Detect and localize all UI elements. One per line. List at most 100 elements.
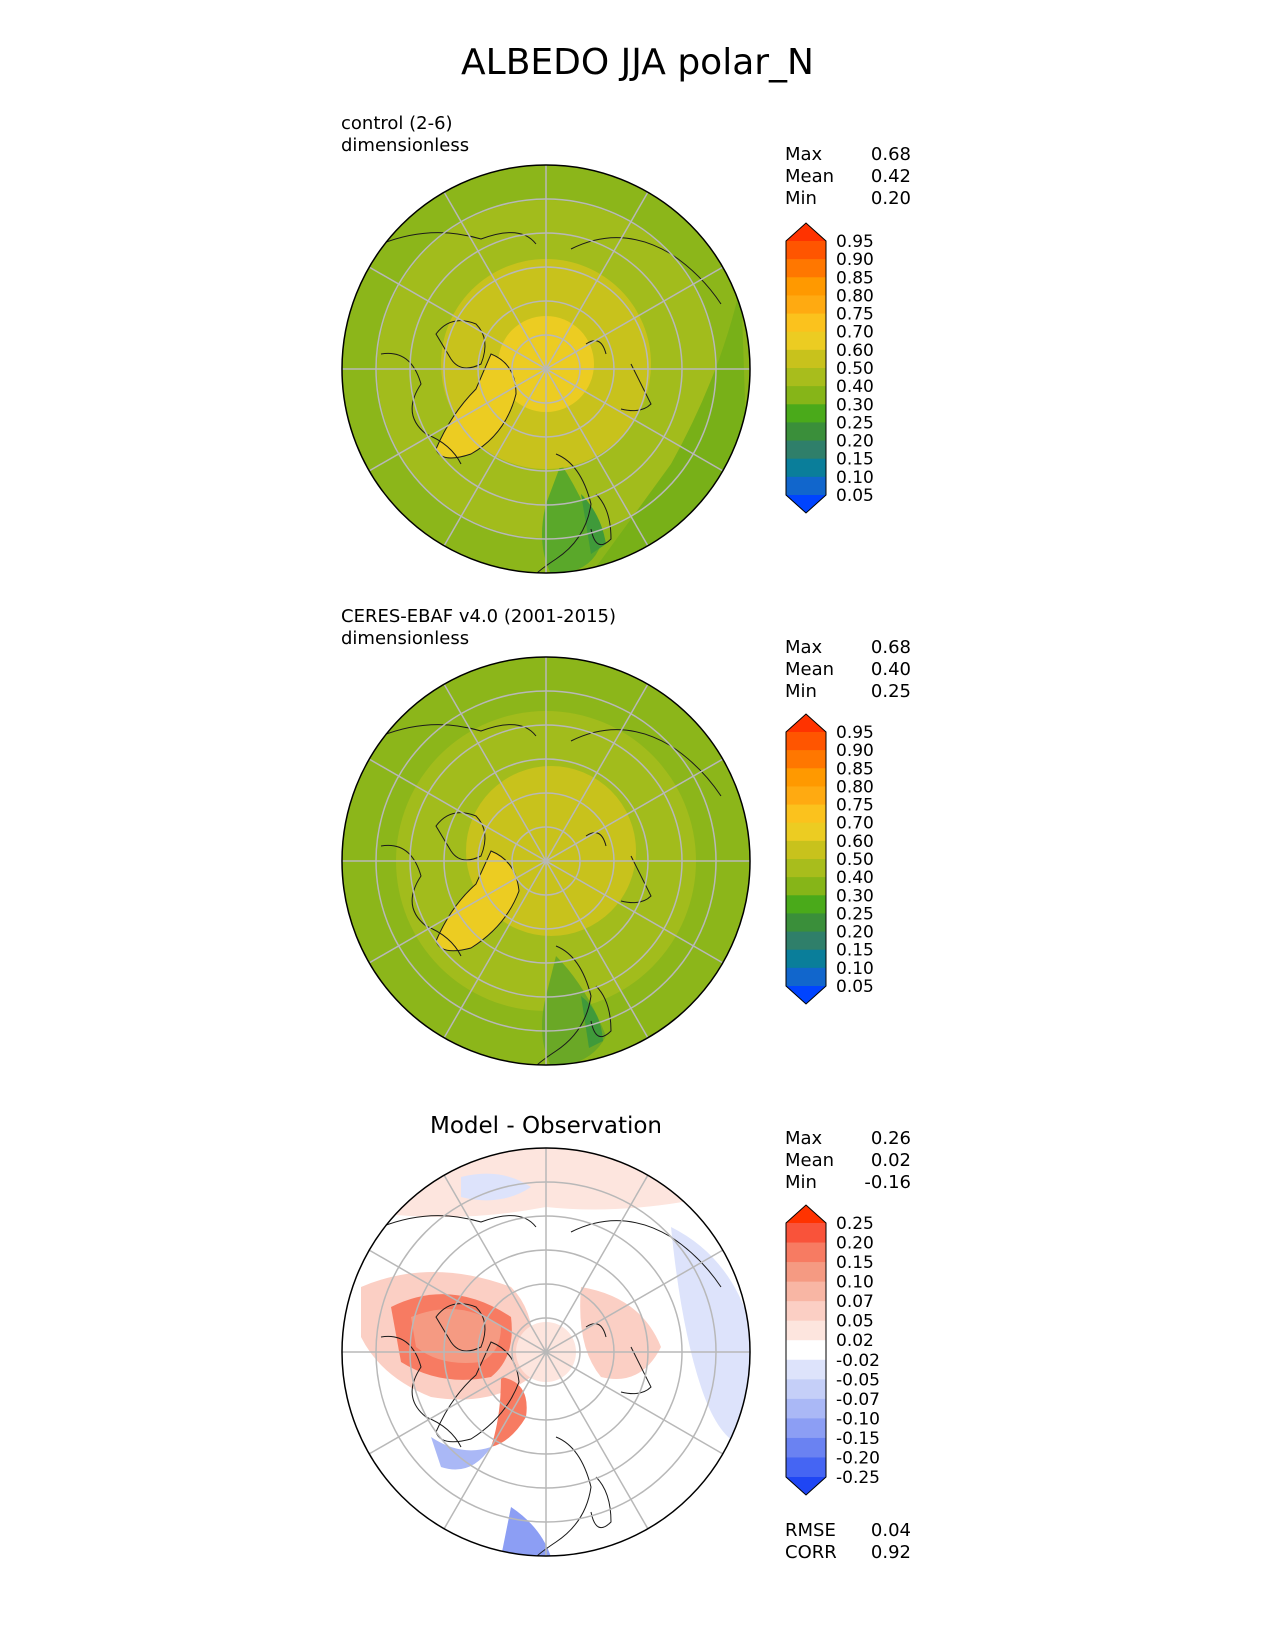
- colorbar-block: [786, 1242, 826, 1263]
- field-greenland-ridge-positive: [491, 1377, 527, 1447]
- rmse-value: 0.04: [870, 1520, 911, 1541]
- colorbar-outline: [785, 1204, 827, 1496]
- stat-max-value: 0.26: [870, 1128, 911, 1149]
- stat-max-label: Max: [785, 144, 823, 165]
- graticule: [342, 165, 750, 573]
- panel2-map: [341, 656, 751, 1066]
- map-boundary: [341, 656, 751, 1066]
- panel3-metrics: RMSE 0.04 CORR 0.92: [785, 1520, 911, 1564]
- panel1-stats: Max 0.68 Mean 0.42 Min 0.20: [785, 144, 911, 210]
- colorbar-2: 0.950.900.850.800.750.700.600.500.400.30…: [785, 713, 874, 1005]
- colorbar-block: [786, 458, 826, 478]
- colorbar-outline: [785, 222, 827, 514]
- colorbar-tick-label: 0.05: [836, 486, 874, 506]
- colorbar-block: [786, 1359, 826, 1380]
- colorbar-block: [786, 931, 826, 951]
- stat-mean-label: Mean: [785, 1150, 835, 1171]
- colorbar-block: [786, 349, 826, 369]
- colorbar-block: [786, 840, 826, 860]
- colorbar-block: [786, 259, 826, 278]
- colorbar-3: 0.250.200.150.100.070.050.02-0.02-0.05-0…: [785, 1204, 880, 1496]
- colorbar-tick-label: 0.50: [836, 359, 874, 379]
- colorbar-1: 0.950.900.850.800.750.700.600.500.400.30…: [785, 222, 874, 514]
- colorbar-tick-label: 0.75: [836, 796, 874, 816]
- colorbar-tick-label: 0.10: [836, 959, 874, 979]
- colorbar-block: [786, 1398, 826, 1419]
- field-east-negative: [671, 1227, 750, 1447]
- panel1-label: control (2-6): [341, 113, 453, 134]
- colorbar-tick-label: 0.25: [836, 904, 874, 924]
- colorbar-tick-label: -0.07: [836, 1390, 880, 1410]
- colorbar-tick-label: -0.10: [836, 1409, 880, 1429]
- colorbar-block: [786, 732, 826, 751]
- stat-mean-label: Mean: [785, 659, 835, 680]
- colorbar-block: [786, 295, 826, 315]
- colorbar-blocks: [786, 223, 826, 513]
- colorbar-block: [786, 1223, 826, 1244]
- colorbar-tick-label: 0.15: [836, 941, 874, 961]
- colorbar-block: [786, 404, 826, 423]
- colorbar-tick-label: 0.05: [836, 1312, 874, 1332]
- colorbar-block: [786, 386, 826, 405]
- colorbar-tick-label: 0.25: [836, 413, 874, 433]
- colorbar-tick-label: 0.10: [836, 1273, 874, 1293]
- colorbar-tick-label: 0.95: [836, 232, 874, 252]
- field-greenland: [436, 354, 516, 458]
- colorbar-tick-label: 0.15: [836, 1253, 874, 1273]
- colorbar-tick-label: -0.20: [836, 1448, 880, 1468]
- panel3-stats: Max 0.26 Mean 0.02 Min -0.16: [785, 1128, 911, 1194]
- colorbar-block: [786, 440, 826, 460]
- colorbar-tick-label: 0.50: [836, 850, 874, 870]
- colorbar-block: [786, 949, 826, 969]
- graticule: [342, 657, 750, 1065]
- colorbar-tick-label: 0.70: [836, 323, 874, 343]
- corr-label: CORR: [785, 1542, 837, 1563]
- colorbar-block: [786, 1262, 826, 1283]
- colorbar-tick-label: 0.85: [836, 759, 874, 779]
- colorbar-tick-label: 0.20: [836, 1234, 874, 1254]
- colorbar-block: [786, 277, 826, 296]
- colorbar-tick-label: 0.85: [836, 268, 874, 288]
- colorbar-tick-label: 0.70: [836, 814, 874, 834]
- colorbar-blocks: [786, 1205, 826, 1495]
- colorbar-tick-label: 0.75: [836, 305, 874, 325]
- colorbar-tick-label: -0.25: [836, 1468, 880, 1488]
- colorbar-extend-min: [786, 1477, 826, 1495]
- panel1-units: dimensionless: [341, 135, 470, 156]
- colorbar-tick-label: -0.15: [836, 1429, 880, 1449]
- colorbar-block: [786, 859, 826, 878]
- colorbar-tick-label: 0.60: [836, 832, 874, 852]
- stat-max-label: Max: [785, 1128, 823, 1149]
- colorbar-block: [786, 895, 826, 914]
- colorbar-block: [786, 804, 826, 824]
- colorbar-tick-label: 0.40: [836, 377, 874, 397]
- colorbar-block: [786, 241, 826, 260]
- figure-title: ALBEDO JJA polar_N: [461, 42, 814, 83]
- colorbar-block: [786, 913, 826, 933]
- field-north-negative: [461, 1173, 531, 1201]
- colorbar-block: [786, 368, 826, 387]
- colorbar-block: [786, 877, 826, 896]
- colorbar-tick-label: 0.90: [836, 250, 874, 270]
- stat-min-label: Min: [785, 188, 817, 209]
- colorbar-block: [786, 750, 826, 769]
- panel1-map: [341, 164, 751, 574]
- colorbar-tick-label: 0.20: [836, 432, 874, 452]
- stat-mean-value: 0.02: [870, 1150, 911, 1171]
- colorbar-tick-label: 0.10: [836, 468, 874, 488]
- colorbar-extend-min: [786, 495, 826, 513]
- colorbar-tick-label: -0.02: [836, 1351, 880, 1371]
- stat-max-value: 0.68: [870, 637, 911, 658]
- stat-max-label: Max: [785, 637, 823, 658]
- corr-value: 0.92: [870, 1542, 911, 1563]
- colorbar-extend-max: [786, 223, 826, 241]
- stat-min-label: Min: [785, 1172, 817, 1193]
- panel2-stats: Max 0.68 Mean 0.40 Min 0.25: [785, 637, 911, 703]
- colorbar-block: [786, 822, 826, 842]
- colorbar-block: [786, 1379, 826, 1400]
- colorbar-tick-label: 0.15: [836, 450, 874, 470]
- stat-mean-label: Mean: [785, 166, 835, 187]
- map-boundary: [341, 1147, 751, 1557]
- colorbar-tick-label: 0.80: [836, 286, 874, 306]
- colorbar-block: [786, 768, 826, 787]
